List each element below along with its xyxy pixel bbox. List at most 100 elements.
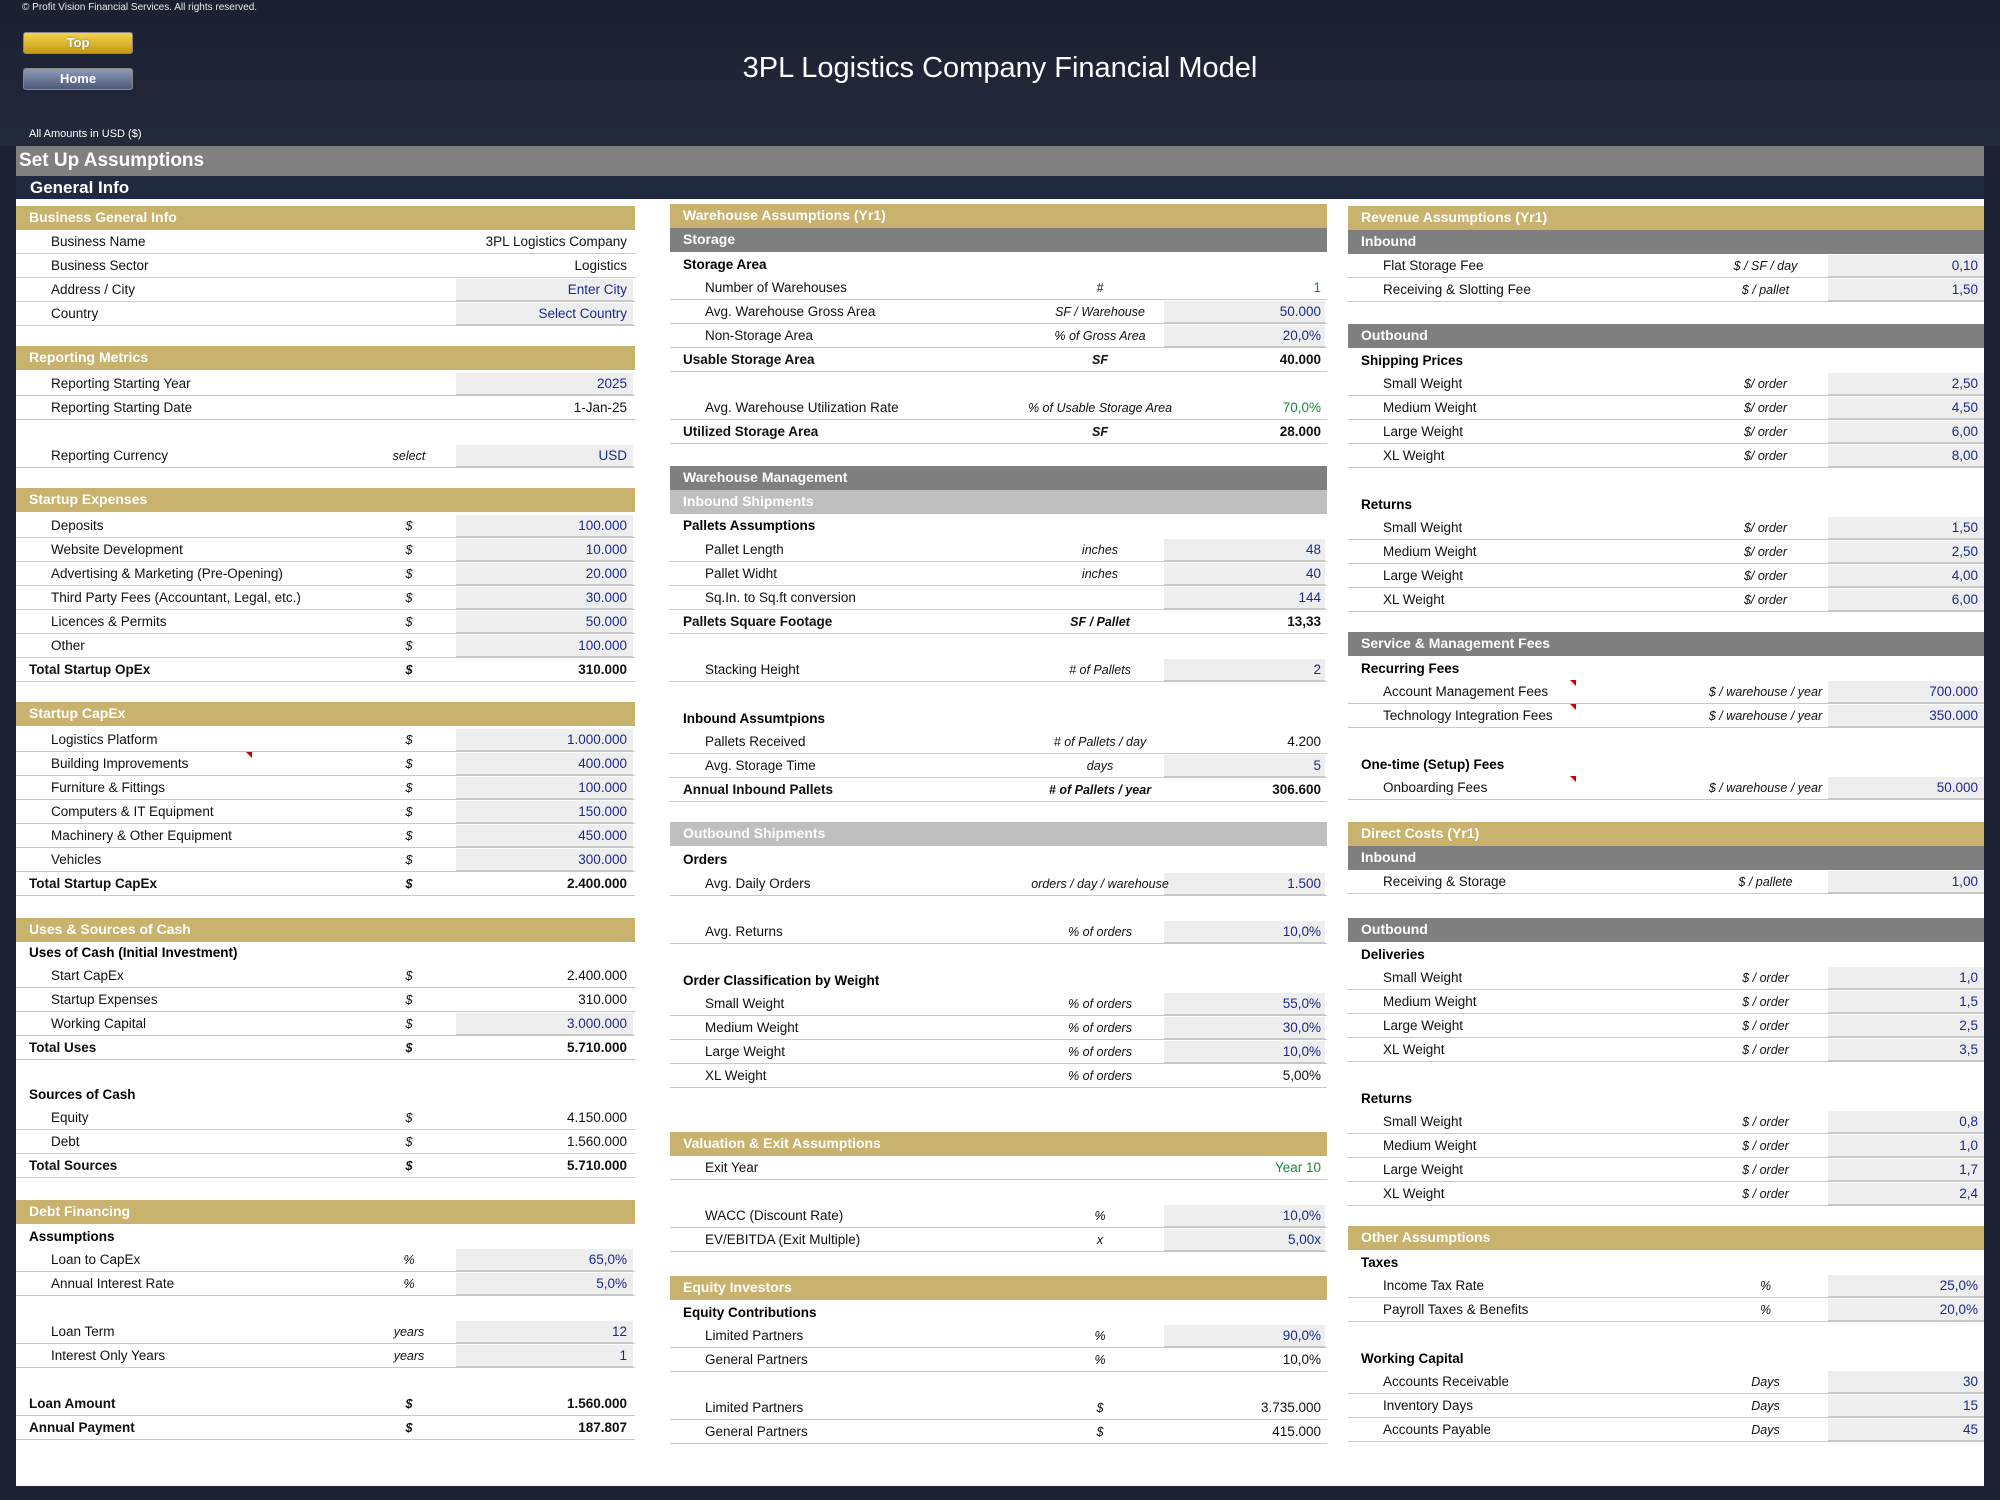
row-value[interactable]: 0,10 [1951, 258, 1978, 273]
row-value[interactable]: 48 [1305, 542, 1321, 557]
row-value[interactable]: 0,8 [1959, 1114, 1978, 1129]
top-button[interactable]: Top [23, 32, 133, 54]
row-value[interactable]: 30,0% [1282, 1020, 1321, 1035]
row-value[interactable]: 20,0% [1282, 328, 1321, 343]
warehouse-row-input[interactable] [1164, 301, 1325, 323]
delivery-cost-row-input[interactable] [1828, 991, 1984, 1013]
capex-row-input[interactable] [456, 825, 633, 847]
startup-expense-row-input[interactable] [456, 635, 633, 657]
row-value[interactable]: 10,0% [1282, 1044, 1321, 1059]
row-value[interactable]: 1,7 [1959, 1162, 1978, 1177]
row-value[interactable]: 2,50 [1951, 376, 1978, 391]
equity-row-input[interactable] [1164, 1325, 1325, 1347]
row-value[interactable]: 2,5 [1959, 1018, 1978, 1033]
returns-price-row-input[interactable] [1828, 541, 1984, 563]
capex-row-input[interactable] [456, 729, 633, 751]
row-value[interactable]: 1,50 [1951, 520, 1978, 535]
row-value[interactable]: 6,00 [1951, 592, 1978, 607]
row-value[interactable]: 3.000.000 [566, 1016, 627, 1031]
row-value[interactable]: 20,0% [1939, 1302, 1978, 1317]
returns-price-row-input[interactable] [1828, 565, 1984, 587]
valuation-row-input[interactable] [1164, 1205, 1325, 1227]
row-value[interactable]: 50.000 [1279, 304, 1321, 319]
orders-row-input[interactable] [1164, 921, 1325, 943]
row-value[interactable]: 12 [611, 1324, 627, 1339]
row-value[interactable]: 2025 [596, 376, 627, 391]
row-value[interactable]: 10.000 [585, 542, 627, 557]
row-value[interactable]: 144 [1298, 590, 1321, 605]
pallet-row-input[interactable] [1164, 563, 1325, 585]
row-value[interactable]: 150.000 [578, 804, 627, 819]
row-value[interactable]: 4,00 [1951, 568, 1978, 583]
row-value[interactable]: 30.000 [585, 590, 627, 605]
direct-inbound-row-input[interactable] [1828, 871, 1984, 893]
row-value[interactable]: USD [598, 448, 627, 463]
weight-class-row-input[interactable] [1164, 993, 1325, 1015]
capex-row-input[interactable] [456, 849, 633, 871]
row-value[interactable]: 6,00 [1951, 424, 1978, 439]
startup-expense-row-input[interactable] [456, 611, 633, 633]
warehouse-row-input[interactable] [1164, 325, 1325, 347]
row-value[interactable]: 1,5 [1959, 994, 1978, 1009]
capex-row-input[interactable] [456, 801, 633, 823]
row-value[interactable]: 350.000 [1929, 708, 1978, 723]
row-value[interactable]: 55,0% [1282, 996, 1321, 1011]
weight-class-row-input[interactable] [1164, 1041, 1325, 1063]
row-value[interactable]: Enter City [567, 282, 627, 297]
inbound-row-input[interactable] [1164, 755, 1325, 777]
row-value[interactable]: 2,50 [1951, 544, 1978, 559]
capex-row-input[interactable] [456, 753, 633, 775]
row-value[interactable]: 40 [1305, 566, 1321, 581]
row-value[interactable]: 3,5 [1959, 1042, 1978, 1057]
weight-class-row-input[interactable] [1164, 1017, 1325, 1039]
recurring-fee-row-input[interactable] [1828, 681, 1984, 703]
recurring-fee-row-input[interactable] [1828, 705, 1984, 727]
returns-price-row-input[interactable] [1828, 517, 1984, 539]
row-value[interactable]: 45 [1962, 1422, 1978, 1437]
pallet-row-input[interactable] [1164, 539, 1325, 561]
row-value[interactable]: 90,0% [1282, 1328, 1321, 1343]
row-value[interactable]: 8,00 [1951, 448, 1978, 463]
reporting-row-input[interactable] [456, 373, 633, 395]
debt-row-input[interactable] [456, 1321, 633, 1343]
home-button[interactable]: Home [23, 68, 133, 90]
reporting-row-input[interactable] [456, 445, 633, 467]
business-row-input[interactable] [456, 279, 633, 301]
delivery-cost-row-input[interactable] [1828, 1015, 1984, 1037]
row-value[interactable]: 4,50 [1951, 400, 1978, 415]
delivery-cost-row-input[interactable] [1828, 1039, 1984, 1061]
row-value[interactable]: 25,0% [1939, 1278, 1978, 1293]
return-cost-row-input[interactable] [1828, 1135, 1984, 1157]
shipping-price-row-input[interactable] [1828, 421, 1984, 443]
capex-row-input[interactable] [456, 777, 633, 799]
row-value[interactable]: 1,0 [1959, 970, 1978, 985]
revenue-inbound-row-input[interactable] [1828, 255, 1984, 277]
row-value[interactable]: 20.000 [585, 566, 627, 581]
valuation-row-input[interactable] [1164, 1229, 1325, 1251]
working-capital-row-input[interactable] [1828, 1419, 1984, 1441]
row-value[interactable]: 50.000 [585, 614, 627, 629]
row-value[interactable]: 5,00x [1287, 1232, 1321, 1247]
row-value[interactable]: Select Country [538, 306, 627, 321]
revenue-inbound-row-input[interactable] [1828, 279, 1984, 301]
row-value[interactable]: 300.000 [578, 852, 627, 867]
startup-expense-row-input[interactable] [456, 515, 633, 537]
return-cost-row-input[interactable] [1828, 1183, 1984, 1205]
row-value[interactable]: 5 [1313, 758, 1321, 773]
orders-row-input[interactable] [1164, 873, 1325, 895]
row-value[interactable]: 400.000 [578, 756, 627, 771]
debt-row-input[interactable] [456, 1273, 633, 1295]
startup-expense-row-input[interactable] [456, 563, 633, 585]
startup-expense-row-input[interactable] [456, 539, 633, 561]
delivery-cost-row-input[interactable] [1828, 967, 1984, 989]
row-value[interactable]: 1.500 [1287, 876, 1321, 891]
row-value[interactable]: 450.000 [578, 828, 627, 843]
row-value[interactable]: 2,4 [1959, 1186, 1978, 1201]
row-value[interactable]: 30 [1962, 1374, 1978, 1389]
row-value[interactable]: 1,50 [1951, 282, 1978, 297]
row-value[interactable]: 1 [619, 1348, 627, 1363]
pallet-row-input[interactable] [1164, 587, 1325, 609]
pallet-row-input[interactable] [1164, 659, 1325, 681]
shipping-price-row-input[interactable] [1828, 445, 1984, 467]
row-value[interactable]: 5,0% [596, 1276, 627, 1291]
